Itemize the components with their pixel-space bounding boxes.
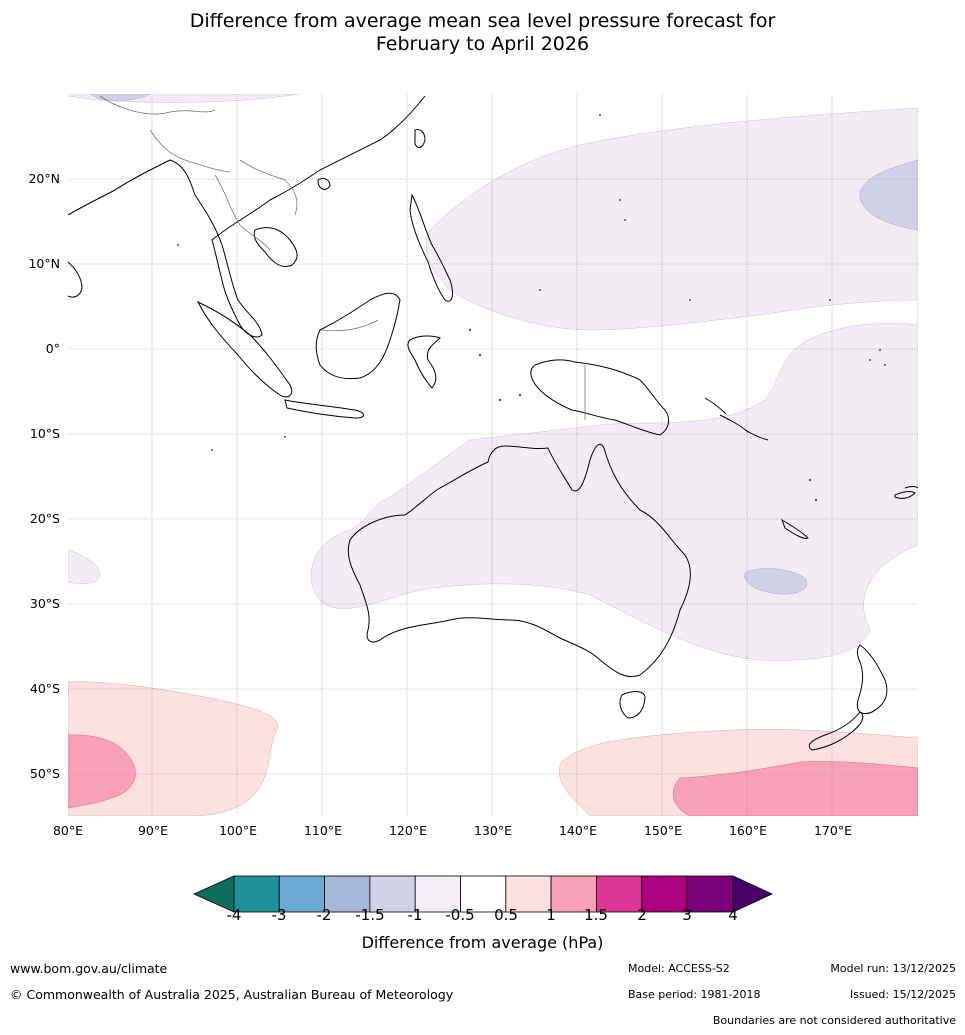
- tasmania-coastline: [619, 691, 646, 719]
- lat-label-20s: 20°S: [29, 511, 60, 526]
- national-borders: [99, 95, 586, 420]
- graticule: [68, 94, 918, 816]
- map-area: [68, 94, 918, 816]
- lon-label-150e: 150°E: [643, 823, 682, 838]
- lon-label-170e: 170°E: [813, 823, 852, 838]
- lon-label-140e: 140°E: [558, 823, 597, 838]
- borneo-coastline: [315, 292, 401, 380]
- southern-ocean-west-core: [68, 734, 136, 809]
- taiwan-coastline: [414, 129, 426, 148]
- colorbar-bin-8: [550, 875, 597, 913]
- sulawesi-coastline: [407, 335, 441, 389]
- north-top-low: [89, 94, 151, 101]
- coastlines: [68, 95, 918, 751]
- colorbar-title: Difference from average (hPa): [361, 933, 604, 952]
- lat-label-10n: 10°N: [28, 256, 60, 271]
- colorbar-bin-4: [369, 875, 416, 913]
- title-line-1: Difference from average mean sea level p…: [189, 10, 776, 32]
- lon-label-130e: 130°E: [473, 823, 512, 838]
- colorbar-tick: -1.5: [355, 906, 385, 924]
- colorbar-tick: -3: [271, 906, 287, 924]
- title-line-2: February to April 2026: [375, 33, 590, 55]
- colorbar-bin-5: [414, 875, 461, 913]
- colorbar-tick: 0.5: [494, 906, 518, 924]
- southern-ocean-east-core: [672, 761, 918, 816]
- west-pacific-weak-low: [310, 107, 918, 661]
- mainland-asia-coastline: [68, 95, 426, 338]
- lon-label-120e: 120°E: [388, 823, 427, 838]
- solomon-islands-coastline: [704, 397, 769, 441]
- colorbar-tick: -4: [226, 906, 242, 924]
- sri-lanka-coastline: [68, 261, 83, 298]
- model-name: Model: ACCESS-S2: [628, 962, 730, 975]
- philippines-coastline: [409, 193, 453, 302]
- east-of-philippines-low: [859, 159, 918, 231]
- lon-label-80e: 80°E: [52, 823, 84, 838]
- lat-label-20n: 20°N: [28, 171, 60, 186]
- lon-label-90e: 90°E: [137, 823, 169, 838]
- fiji-coastline: [894, 486, 918, 499]
- base-period: Base period: 1981-2018: [628, 988, 761, 1001]
- lat-label-30s: 30°S: [29, 596, 60, 611]
- lon-label-160e: 160°E: [728, 823, 767, 838]
- new-caledonia-coastline: [781, 518, 809, 539]
- issued-date: Issued: 15/12/2025: [849, 988, 956, 1001]
- colorbar: [193, 875, 773, 913]
- lon-label-110e: 110°E: [303, 823, 342, 838]
- indian-ocean-weak-low: [68, 549, 101, 584]
- lon-label-100e: 100°E: [218, 823, 257, 838]
- website-link[interactable]: www.bom.gov.au/climate: [10, 961, 168, 976]
- chart-title: Difference from average mean sea level p…: [0, 10, 965, 56]
- colorbar-bin-2: [278, 875, 325, 913]
- colorbar-tick: -2: [316, 906, 332, 924]
- colorbar-tick: 4: [728, 906, 738, 924]
- colorbar-tick: 3: [682, 906, 692, 924]
- disclaimer: Boundaries are not considered authoritat…: [712, 1014, 956, 1027]
- lat-label-0: 0°: [45, 341, 60, 356]
- new-zealand-south-coastline: [808, 711, 864, 751]
- model-run-date: Model run: 13/12/2025: [830, 962, 956, 975]
- java-coastline: [284, 399, 365, 419]
- lat-label-10s: 10°S: [29, 426, 60, 441]
- colorbar-tick: 2: [637, 906, 647, 924]
- indochina-coastline: [253, 227, 298, 267]
- colorbar-tick: -1: [407, 906, 423, 924]
- colorbar-tick: -0.5: [445, 906, 475, 924]
- copyright-text: © Commonwealth of Australia 2025, Austra…: [10, 987, 454, 1002]
- colorbar-bin-6: [460, 875, 507, 913]
- australia-coastline: [347, 443, 691, 677]
- scattered-islands: [177, 114, 886, 502]
- colorbar-tick: 1.5: [584, 906, 608, 924]
- lat-label-40s: 40°S: [29, 681, 60, 696]
- new-guinea-coastline: [530, 359, 670, 436]
- colorbar-extend-high: [732, 875, 773, 913]
- coral-sea-low: [744, 568, 808, 595]
- colorbar-tick: 1: [546, 906, 556, 924]
- colorbar-bin-11: [686, 875, 734, 913]
- hainan-coastline: [317, 177, 331, 190]
- lat-label-50s: 50°S: [29, 766, 60, 781]
